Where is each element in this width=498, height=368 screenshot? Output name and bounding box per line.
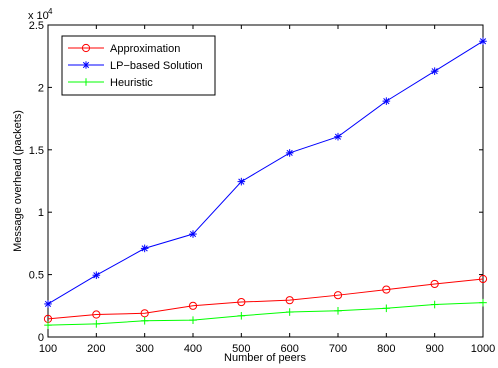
- series-line-approximation: [47, 278, 484, 320]
- legend-items: [68, 43, 104, 86]
- legend-marker-lp-based-solution: [82, 61, 90, 69]
- data-point-heuristic: [44, 321, 52, 329]
- data-point-lp-based-solution: [140, 244, 149, 253]
- legend-marker-heuristic: [82, 78, 90, 86]
- legend: Approximation LP−based Solution Heuristi…: [61, 35, 216, 96]
- data-point-lp-based-solution: [430, 67, 439, 75]
- y-tick-label: 0.5: [29, 270, 44, 282]
- x-tick-label: 200: [87, 343, 105, 355]
- series-group: [43, 37, 488, 329]
- data-point-approximation: [333, 291, 343, 300]
- x-tick-label: 800: [377, 343, 395, 355]
- data-point-lp-based-solution: [189, 230, 197, 238]
- data-point-lp-based-solution: [334, 132, 342, 141]
- x-tick-label: 300: [135, 343, 153, 355]
- data-point-approximation: [478, 274, 488, 284]
- y-scale-note: x 10: [28, 10, 49, 22]
- x-tick-label: 500: [232, 343, 250, 355]
- x-tick-label: 400: [184, 343, 202, 355]
- data-point-lp-based-solution: [382, 97, 391, 105]
- legend-label-approximation: Approximation: [110, 43, 180, 55]
- data-point-heuristic: [285, 308, 294, 316]
- data-point-heuristic: [334, 306, 342, 315]
- y-tick-label: 1.5: [29, 145, 44, 157]
- data-point-approximation: [285, 296, 294, 305]
- data-point-heuristic: [237, 311, 246, 320]
- data-point-approximation: [92, 310, 101, 319]
- data-point-approximation: [140, 309, 149, 318]
- data-point-lp-based-solution: [44, 300, 52, 308]
- y-scale-exponent: 4: [48, 7, 53, 16]
- y-tick-label: 2.5: [29, 20, 44, 32]
- data-point-approximation: [188, 301, 198, 310]
- data-point-heuristic: [479, 298, 487, 307]
- data-point-heuristic: [92, 320, 101, 328]
- series-line-heuristic: [47, 302, 484, 326]
- x-tick-label: 100: [39, 343, 57, 355]
- data-point-lp-based-solution: [285, 149, 294, 157]
- y-tick-label: 1: [38, 207, 44, 219]
- data-point-lp-based-solution: [479, 37, 487, 46]
- series-line-lp-based-solution: [47, 40, 484, 305]
- data-point-lp-based-solution: [92, 271, 101, 280]
- x-axis-label: Number of peers: [224, 352, 306, 364]
- y-tick-label: 2: [38, 82, 44, 94]
- x-tick-label: 600: [280, 343, 298, 355]
- x-tick-label: 900: [425, 343, 443, 355]
- legend-marker-approximation: [81, 43, 91, 53]
- y-tick-label: 0: [38, 332, 44, 344]
- x-tick-label: 1000: [471, 343, 495, 355]
- data-point-heuristic: [189, 316, 197, 324]
- data-point-heuristic: [140, 316, 149, 325]
- data-point-heuristic: [430, 300, 439, 309]
- axis-ticks: 100 200 300 400 500 600 700 800 900 1000 0 0.5 1 1.5 2…: [29, 20, 496, 355]
- data-point-heuristic: [382, 304, 391, 313]
- legend-label-lp-based-solution: LP−based Solution: [110, 60, 203, 72]
- x-tick-label: 700: [329, 343, 347, 355]
- legend-box: [61, 35, 216, 96]
- data-point-approximation: [237, 297, 246, 307]
- legend-label-heuristic: Heuristic: [110, 77, 153, 89]
- data-point-lp-based-solution: [237, 177, 246, 186]
- data-point-approximation: [382, 285, 391, 294]
- y-axis-label: Message overhead (packets): [12, 110, 24, 252]
- data-point-approximation: [430, 279, 439, 289]
